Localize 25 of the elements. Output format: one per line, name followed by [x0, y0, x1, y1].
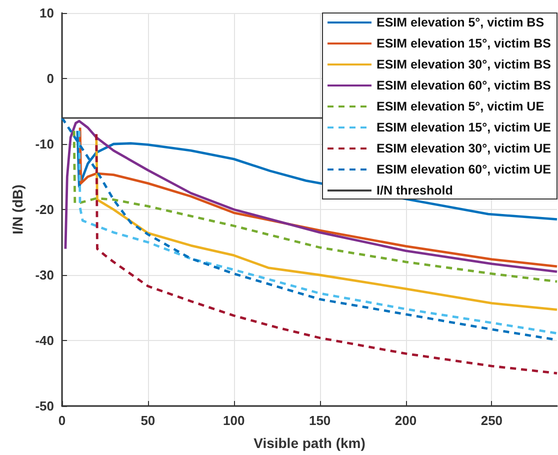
y-tick-label: -50	[35, 398, 54, 414]
x-axis-title: Visible path (km)	[254, 435, 366, 451]
y-tick-label: 0	[46, 71, 54, 86]
x-tick-label: 200	[394, 413, 417, 428]
line-series	[95, 132, 558, 374]
x-tick-label: 150	[308, 413, 331, 428]
y-tick-label: -20	[35, 202, 54, 217]
x-tick-label: 100	[223, 413, 245, 428]
legend-label: ESIM elevation 30°, victim UE	[376, 142, 552, 156]
legend-label: I/N threshold	[376, 184, 453, 198]
y-tick-label: 10	[40, 6, 54, 20]
legend-label: ESIM elevation 5°, victim UE	[376, 100, 544, 114]
x-tick-label: 250	[480, 413, 503, 428]
y-axis-title: I/N (dB)	[9, 184, 26, 234]
y-tick-label: -30	[35, 268, 54, 282]
y-tick-label: -10	[35, 136, 54, 152]
legend-label: ESIM elevation 60°, victim BS	[376, 78, 552, 92]
x-tick-label: 0	[58, 413, 66, 428]
legend-label: ESIM elevation 5°, victim BS	[376, 16, 544, 30]
y-tick-label: -40	[35, 333, 54, 348]
legend-label: ESIM elevation 60°, victim UE	[376, 162, 552, 176]
legend-label: ESIM elevation 15°, victim BS	[376, 36, 552, 50]
legend-label: ESIM elevation 15°, victim UE	[376, 120, 552, 134]
x-tick-label: 50	[140, 413, 156, 428]
legend-label: ESIM elevation 30°, victim BS	[376, 58, 552, 72]
